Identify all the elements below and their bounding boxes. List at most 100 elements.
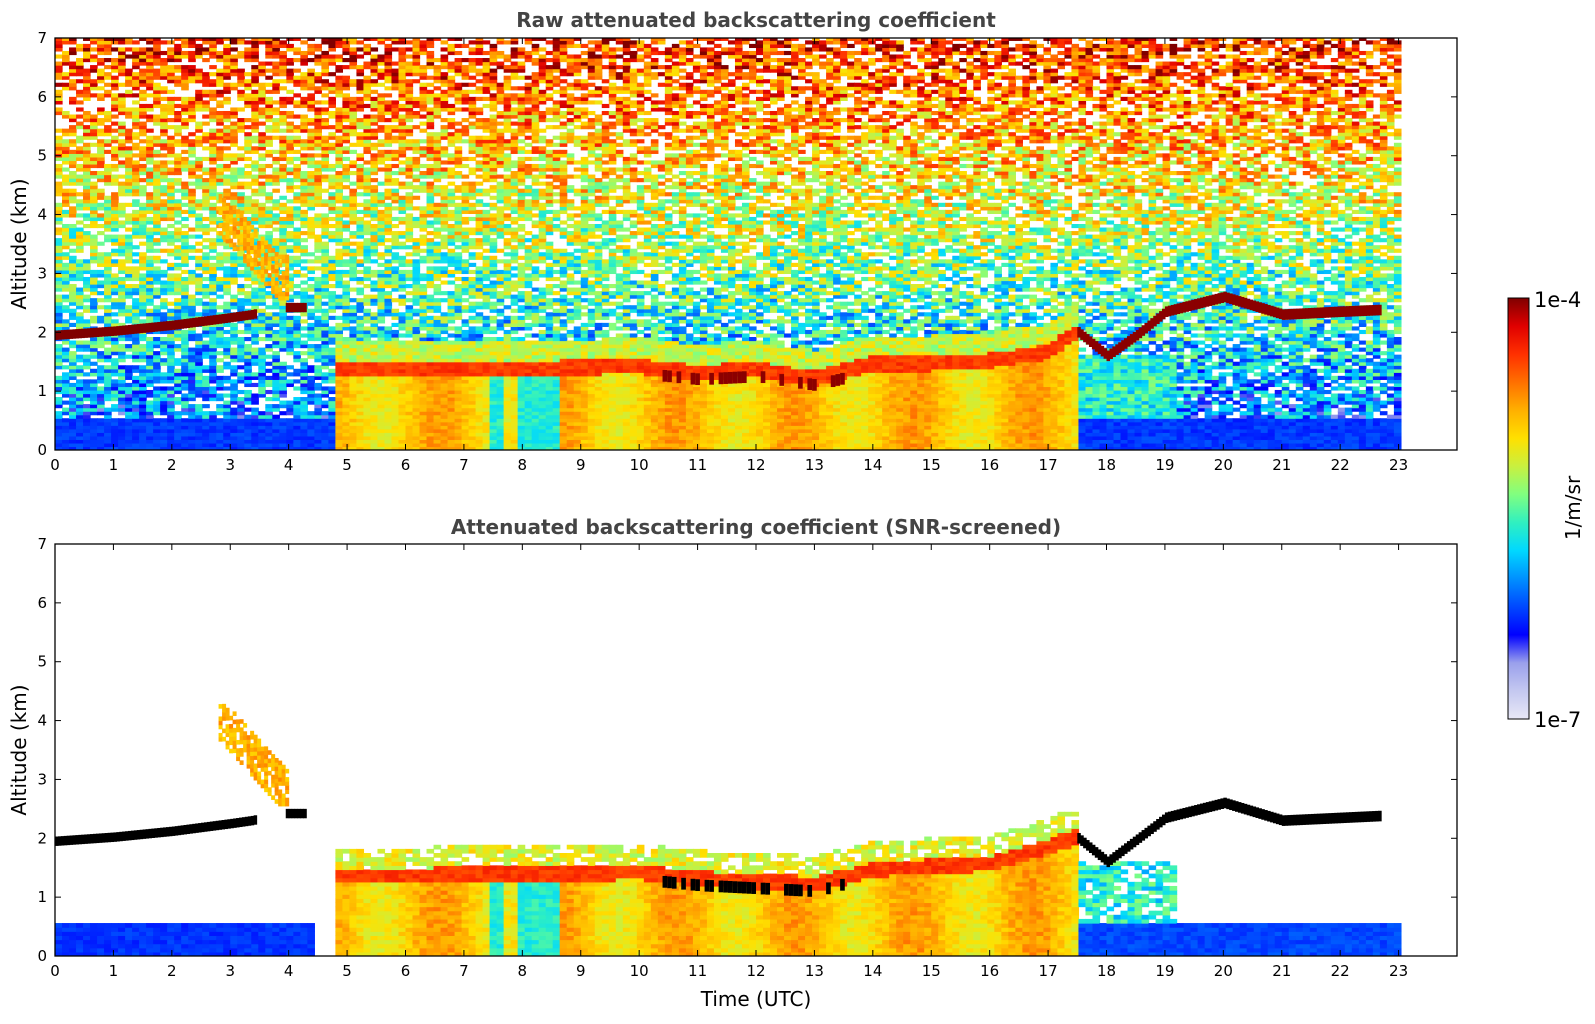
heatmap-cell <box>307 163 315 169</box>
heatmap-cell <box>314 202 322 207</box>
heatmap-cell <box>244 428 252 433</box>
heatmap-cell <box>90 425 98 430</box>
heatmap-cell <box>314 125 322 130</box>
heatmap-cell <box>111 216 119 222</box>
heatmap-cell <box>195 273 203 278</box>
heatmap-cell <box>223 114 231 119</box>
heatmap-cell <box>125 82 133 87</box>
heatmap-cell <box>349 354 358 359</box>
heatmap-cell <box>314 354 322 359</box>
heatmap-cell <box>118 128 126 133</box>
heatmap-cell <box>195 393 203 398</box>
heatmap-cell <box>433 358 442 363</box>
heatmap-cell <box>321 414 329 419</box>
heatmap-cell <box>293 135 301 140</box>
heatmap-cell <box>111 439 119 444</box>
heatmap-cell <box>55 432 63 437</box>
heatmap-cell <box>55 262 63 267</box>
heatmap-cell <box>153 319 161 324</box>
heatmap-cell <box>314 442 322 448</box>
heatmap-cell <box>251 276 259 282</box>
heatmap-cell <box>314 234 322 239</box>
heatmap-cell <box>307 269 315 275</box>
heatmap-cell <box>349 82 358 87</box>
heatmap-cell <box>412 432 421 437</box>
heatmap-cell <box>293 163 301 169</box>
heatmap-cell <box>118 72 126 77</box>
heatmap-cell <box>76 404 84 409</box>
heatmap-cell <box>111 284 119 289</box>
heatmap-cell <box>426 93 435 98</box>
heatmap-cell <box>146 65 154 70</box>
heatmap-cell <box>342 428 351 433</box>
heatmap-cell <box>104 414 112 419</box>
heatmap-cell <box>216 93 224 98</box>
heatmap-cell <box>342 75 351 80</box>
heatmap-cell <box>335 171 344 176</box>
heatmap-cell <box>69 284 77 289</box>
heatmap-cell <box>363 358 372 363</box>
heatmap-cell <box>279 65 287 70</box>
heatmap-cell <box>153 404 161 409</box>
heatmap-cell <box>314 238 322 243</box>
heatmap-cell <box>398 216 407 222</box>
heatmap-cell <box>412 411 421 416</box>
heatmap-cell <box>363 439 372 444</box>
heatmap-cell <box>153 178 161 183</box>
heatmap-cell <box>181 446 189 450</box>
heatmap-cell <box>188 294 196 299</box>
heatmap-cell <box>286 178 294 183</box>
heatmap-cell <box>412 358 421 363</box>
heatmap-cell <box>272 47 280 52</box>
heatmap-cell <box>426 269 435 275</box>
heatmap-cell <box>62 446 70 450</box>
heatmap-cell <box>307 171 315 176</box>
heatmap-cell <box>272 333 280 338</box>
heatmap-cell <box>356 372 365 377</box>
heatmap-cell <box>356 252 365 257</box>
heatmap-cell <box>97 241 105 246</box>
heatmap-cell <box>202 404 210 409</box>
heatmap-cell <box>195 336 203 342</box>
heatmap-cell <box>286 142 294 147</box>
heatmap-cell <box>125 333 133 338</box>
heatmap-cell <box>349 404 358 409</box>
heatmap-cell <box>314 107 322 112</box>
heatmap-cell <box>272 435 280 441</box>
heatmap-cell <box>251 336 259 342</box>
heatmap-cell <box>125 234 133 239</box>
heatmap-cell <box>153 354 161 359</box>
heatmap-cell <box>405 252 414 257</box>
heatmap-cell <box>405 326 414 331</box>
heatmap-cell <box>188 315 196 320</box>
heatmap-cell <box>195 287 203 292</box>
heatmap-cell <box>223 96 231 101</box>
heatmap-cell <box>139 223 147 229</box>
heatmap-cell <box>356 439 365 444</box>
heatmap-cell <box>272 178 280 183</box>
heatmap-cell <box>398 245 407 250</box>
heatmap-cell <box>384 47 393 52</box>
heatmap-cell <box>90 171 98 176</box>
heatmap-cell <box>377 61 386 66</box>
heatmap-cell <box>69 291 77 296</box>
heatmap-cell <box>90 86 98 91</box>
heatmap-cell <box>377 340 386 345</box>
heatmap-cell <box>342 86 351 91</box>
heatmap-cell <box>181 118 189 123</box>
heatmap-cell <box>181 382 189 388</box>
heatmap-cell <box>314 75 322 80</box>
heatmap-cell <box>167 446 175 450</box>
heatmap-cell <box>230 333 238 338</box>
heatmap-cell <box>139 68 147 73</box>
heatmap-cell <box>244 195 252 200</box>
heatmap-cell <box>412 167 421 172</box>
heatmap-cell <box>97 442 105 448</box>
heatmap-cell <box>342 298 351 303</box>
heatmap-cell <box>251 79 259 84</box>
heatmap-cell <box>188 442 196 448</box>
heatmap-cell <box>160 358 168 363</box>
heatmap-cell <box>405 68 414 73</box>
heatmap-cell <box>307 72 315 77</box>
heatmap-cell <box>349 248 358 253</box>
